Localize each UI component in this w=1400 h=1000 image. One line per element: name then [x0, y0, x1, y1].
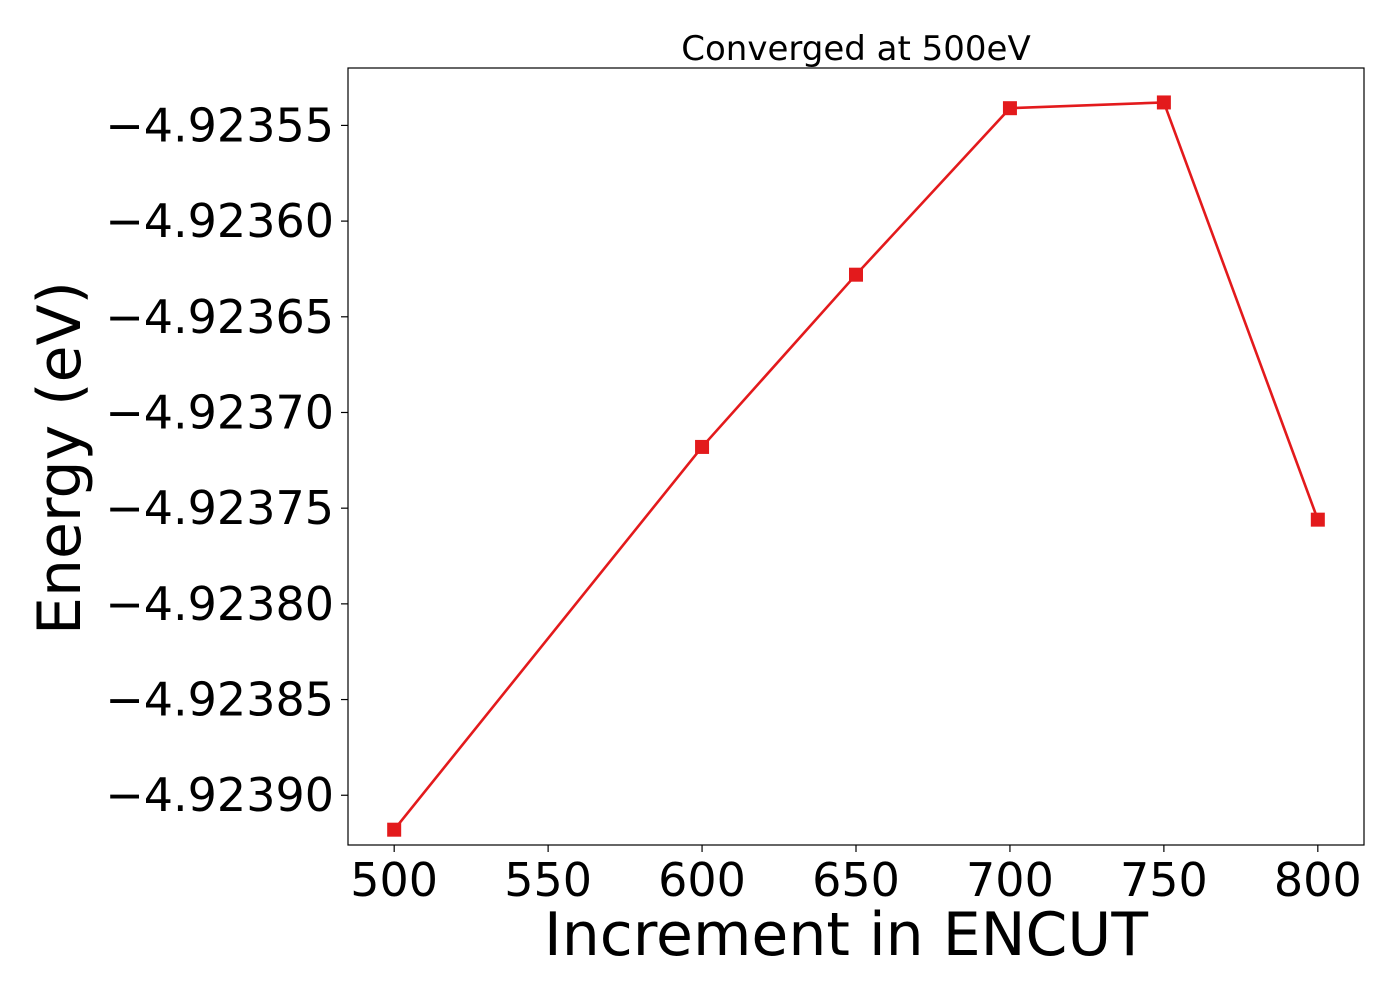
y-tick-label: −4.92380: [105, 577, 334, 631]
y-tick-label: −4.92375: [105, 481, 334, 535]
x-axis-ticks: 500 550 600 650 700 750 800: [350, 845, 1362, 907]
x-tick-label: 550: [504, 853, 592, 907]
y-tick-label: −4.92385: [105, 673, 334, 727]
data-point-marker: [1156, 95, 1171, 110]
x-tick-label: 700: [966, 853, 1054, 907]
x-tick-label: 650: [812, 853, 900, 907]
y-axis-label: Energy (eV): [25, 281, 95, 635]
x-tick-label: 600: [658, 853, 746, 907]
y-axis-ticks: −4.92355 −4.92360 −4.92365 −4.92370 −4.92375…: [105, 98, 348, 822]
x-tick-label: 800: [1274, 853, 1362, 907]
y-tick-label: −4.92370: [105, 385, 334, 439]
series-group: [387, 95, 1325, 837]
data-point-marker: [1002, 101, 1017, 116]
plot-area: [347, 67, 1365, 846]
x-tick-label: 750: [1120, 853, 1208, 907]
x-axis-label: Increment in ENCUT: [544, 900, 1148, 970]
data-point-marker: [1310, 512, 1325, 527]
y-tick-label: −4.92390: [105, 768, 334, 822]
x-tick-label: 500: [350, 853, 438, 907]
data-point-marker: [387, 822, 402, 837]
data-point-marker: [695, 439, 710, 454]
y-tick-label: −4.92365: [105, 290, 334, 344]
data-point-marker: [849, 267, 863, 282]
y-tick-label: −4.92355: [105, 98, 334, 152]
y-tick-label: −4.92360: [105, 194, 334, 248]
series-line: [393, 101, 1320, 831]
chart-title: Converged at 500eV: [681, 29, 1030, 69]
